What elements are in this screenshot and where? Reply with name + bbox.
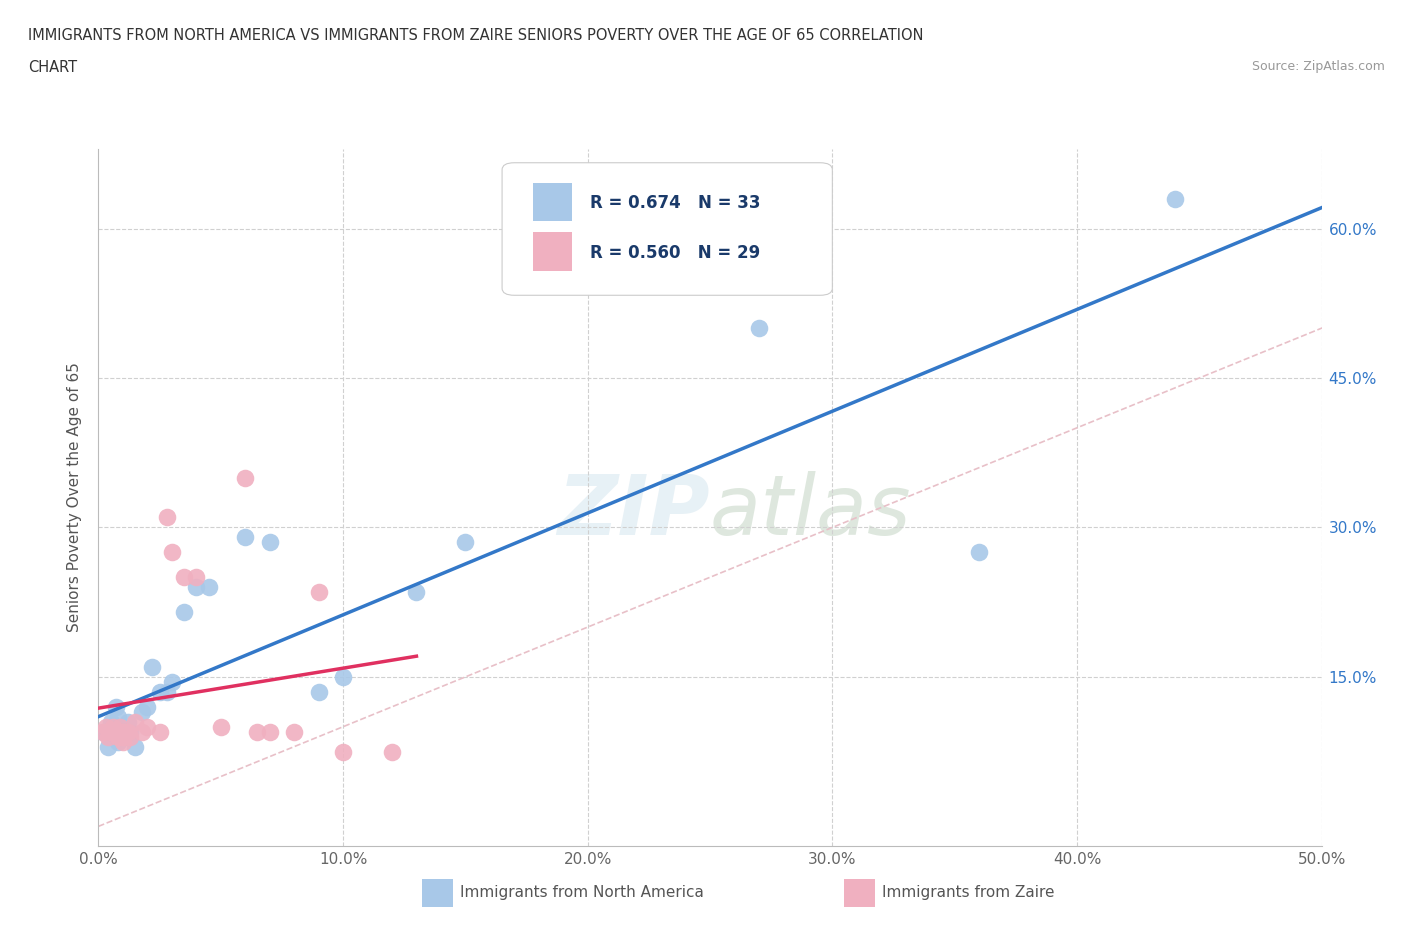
Point xyxy=(173,604,195,619)
Point xyxy=(173,570,195,585)
Point xyxy=(101,724,124,739)
Point xyxy=(120,729,142,744)
Text: Immigrants from Zaire: Immigrants from Zaire xyxy=(882,885,1054,900)
Point xyxy=(308,585,330,600)
Point xyxy=(246,724,269,739)
Point xyxy=(332,744,354,759)
Text: Source: ZipAtlas.com: Source: ZipAtlas.com xyxy=(1251,60,1385,73)
Point xyxy=(160,674,183,689)
Point xyxy=(149,724,172,739)
Point xyxy=(381,744,404,759)
Point xyxy=(91,724,114,739)
Point xyxy=(100,714,122,729)
Point xyxy=(117,724,139,739)
Point xyxy=(136,719,159,734)
Point xyxy=(332,670,354,684)
FancyBboxPatch shape xyxy=(533,183,572,221)
Y-axis label: Seniors Poverty Over the Age of 65: Seniors Poverty Over the Age of 65 xyxy=(66,363,82,632)
Point xyxy=(149,684,172,699)
Point xyxy=(120,724,142,739)
Point xyxy=(101,719,124,734)
Point xyxy=(100,724,122,739)
Point xyxy=(160,545,183,560)
Text: ZIP: ZIP xyxy=(557,471,710,552)
Point xyxy=(186,579,208,594)
FancyBboxPatch shape xyxy=(533,232,572,271)
Point xyxy=(967,545,990,560)
Point xyxy=(94,719,117,734)
Point xyxy=(259,535,281,550)
Text: R = 0.674   N = 33: R = 0.674 N = 33 xyxy=(591,194,761,212)
Point xyxy=(156,684,179,699)
Point xyxy=(111,735,134,750)
Point xyxy=(97,739,120,754)
Point xyxy=(107,735,129,750)
Point xyxy=(233,471,256,485)
Point xyxy=(110,719,132,734)
Point xyxy=(141,659,163,674)
Point xyxy=(233,530,256,545)
Point xyxy=(131,704,153,719)
Point xyxy=(91,724,114,739)
Point xyxy=(209,719,232,734)
Point xyxy=(107,710,129,724)
Point xyxy=(136,699,159,714)
Point xyxy=(100,724,122,739)
Text: CHART: CHART xyxy=(28,60,77,75)
Text: atlas: atlas xyxy=(710,471,911,552)
Point xyxy=(156,510,179,525)
Text: IMMIGRANTS FROM NORTH AMERICA VS IMMIGRANTS FROM ZAIRE SENIORS POVERTY OVER THE : IMMIGRANTS FROM NORTH AMERICA VS IMMIGRA… xyxy=(28,28,924,43)
Point xyxy=(197,579,219,594)
Point xyxy=(454,535,477,550)
Point xyxy=(110,724,132,739)
Point xyxy=(94,724,117,739)
Point xyxy=(111,729,134,744)
Point xyxy=(748,321,770,336)
Point xyxy=(1164,192,1187,206)
Point xyxy=(124,739,146,754)
Point xyxy=(131,724,153,739)
Point xyxy=(117,714,139,729)
Point xyxy=(308,684,330,699)
Point xyxy=(107,729,129,744)
Point xyxy=(114,724,136,739)
Point xyxy=(283,724,305,739)
Point xyxy=(111,729,134,744)
Text: Immigrants from North America: Immigrants from North America xyxy=(460,885,703,900)
Point xyxy=(405,585,427,600)
Text: R = 0.560   N = 29: R = 0.560 N = 29 xyxy=(591,245,761,262)
Point xyxy=(104,699,127,714)
Point xyxy=(97,729,120,744)
Point xyxy=(259,724,281,739)
Point xyxy=(111,724,134,739)
Point xyxy=(104,724,127,739)
Point xyxy=(124,714,146,729)
FancyBboxPatch shape xyxy=(502,163,832,296)
Point xyxy=(186,570,208,585)
